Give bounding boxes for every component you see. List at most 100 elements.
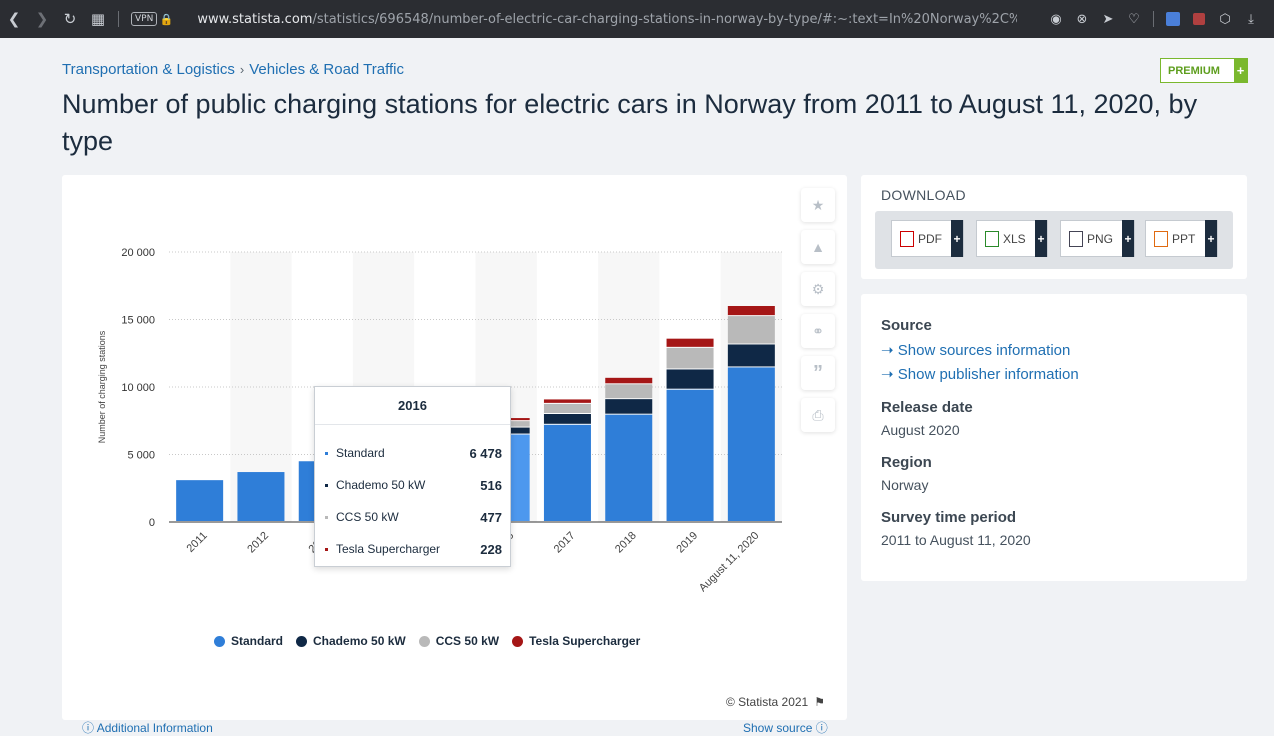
show-publisher-label: Show publisher information [897,366,1079,383]
print-icon[interactable]: ⎙ [801,398,835,432]
legend-marker [214,635,225,647]
chart-card: 0 5 000 10 000 15 000 20 000 Number of chargi… [62,175,847,735]
legend-item-chademo[interactable]: Chademo 50 kW [296,634,406,648]
show-publisher-link[interactable]: ➝ Show publisher information [881,365,1079,383]
region-heading: Region [881,454,932,471]
release-date-value: August 2020 [881,422,960,438]
legend-label: CCS 50 kW [435,634,500,648]
tooltip-row: CCS 50 kW 477 [325,507,502,527]
x-tick-label: 2012 [245,530,271,556]
y-tick-label: 15 000 [121,315,155,327]
show-sources-label: Show sources information [897,342,1071,359]
premium-button[interactable]: PREMIUM + [1160,58,1248,83]
bar-segment [543,424,591,521]
source-heading: Source [881,317,932,334]
y-axis-label: Number of charging stations [97,330,107,443]
tooltip-value: 516 [480,477,502,493]
legend-item-ccs[interactable]: CCS 50 kW [418,634,500,648]
plus-icon: + [1122,220,1134,257]
gear-icon[interactable]: ⚙ [801,272,835,306]
bar-segment [176,480,224,521]
favorite-star-icon[interactable]: ★ [801,188,835,222]
plus-icon: + [1035,220,1047,257]
download-pdf-button[interactable]: PDF + [891,220,964,257]
download-xls-button[interactable]: XLS + [976,220,1048,257]
tabs-grid-icon[interactable]: ▦ [90,11,106,28]
statistic-info-card: Source ➝ Show sources information ➝ Show… [861,294,1247,581]
premium-plus-icon: + [1234,59,1247,82]
extension-cube-icon[interactable] [1186,0,1212,38]
tooltip-row: Standard 6 478 [325,443,502,463]
quote-icon[interactable]: ” [801,356,835,390]
legend-item-tesla[interactable]: Tesla Supercharger [512,634,640,648]
legend-item-standard[interactable]: Standard [214,634,283,648]
copyright-notice: © Statista 2021 ⚑ [726,695,825,709]
reload-icon[interactable]: ↻ [63,11,77,28]
info-icon: ⓘ [812,721,828,735]
share-icon[interactable]: ⚭ [801,314,835,348]
download-card: DOWNLOAD PDF + XLS + PNG + PPT + [861,175,1247,279]
page-content: Transportation & Logistics › Vehicles & Ro… [0,38,1274,735]
page-title: Number of public charging stations for e… [62,89,1198,156]
tooltip-marker [325,483,328,487]
block-icon[interactable]: ⊗ [1076,11,1088,26]
download-icon[interactable]: ⤓ [1248,11,1254,26]
y-tick-label: 20 000 [121,247,155,259]
forward-icon[interactable]: ❯ [35,11,49,28]
bar-segment [543,399,591,403]
show-sources-link[interactable]: ➝ Show sources information [881,341,1070,359]
camera-icon[interactable]: ◉ [1050,11,1062,26]
tooltip-label: Standard [336,446,385,460]
bar-segment [666,389,714,521]
x-tick-label: August 11, 2020 [697,530,762,595]
back-icon[interactable]: ❮ [7,11,21,28]
bar-segment [727,367,775,521]
browser-toolbar: ❮ ❯ ↻ ▦ VPN 🔒 www.statista.com/statistic… [0,0,1274,38]
chart-canvas: 0 5 000 10 000 15 000 20 000 Number of chargi… [97,247,782,595]
lock-icon: 🔒 [159,13,174,26]
chart-tooltip: 2016 Standard 6 478 Chademo 50 kW 516 CC… [314,386,511,567]
bar-segment [543,403,591,413]
translate-icon[interactable] [1160,0,1186,38]
survey-period-value: 2011 to August 11, 2020 [881,532,1031,548]
bar-segment [605,399,653,414]
bar-segment [605,414,653,521]
show-source-link[interactable]: Show source ⓘ [743,719,828,736]
legend-label: Standard [231,634,284,648]
send-icon[interactable]: ➤ [1102,11,1114,26]
address-bar[interactable]: www.statista.com/statistics/696548/numbe… [197,12,1017,27]
download-png-button[interactable]: PNG + [1060,220,1135,257]
box-icon[interactable]: ⬡ [1219,11,1231,26]
vpn-badge[interactable]: VPN [131,12,158,26]
bar-segment [666,369,714,389]
bar-segment [605,377,653,384]
url-path: /statistics/696548/number-of-electric-ca… [312,11,1018,27]
tooltip-marker [325,547,328,551]
download-title: DOWNLOAD [881,187,966,203]
bar-segment [237,472,285,521]
bar-segment [543,414,591,424]
toolbar-divider [1153,11,1154,27]
tooltip-title: 2016 [315,387,510,425]
legend-marker [296,635,308,647]
breadcrumb-item-transportation[interactable]: Transportation & Logistics [62,61,235,78]
bar-segment [727,306,775,316]
x-tick-label: 2018 [613,530,639,556]
heart-icon[interactable]: ♡ [1128,11,1140,26]
flag-icon[interactable]: ⚑ [814,695,825,709]
tooltip-value: 477 [480,509,502,525]
tooltip-label: Tesla Supercharger [336,542,441,556]
download-ppt-button[interactable]: PPT + [1145,220,1218,257]
y-tick-label: 10 000 [121,382,155,394]
bell-icon[interactable]: ▲ [801,230,835,264]
tooltip-row: Tesla Supercharger 228 [325,539,502,559]
bar-segment [666,347,714,369]
info-icon: ⓘ [82,721,97,735]
legend-label: Tesla Supercharger [529,634,641,648]
download-png-label: PNG [1087,231,1114,246]
additional-information-link[interactable]: ⓘ Additional Information [82,719,213,736]
legend-marker [512,635,524,647]
breadcrumb-item-vehicles[interactable]: Vehicles & Road Traffic [249,61,405,78]
copyright-text: © Statista 2021 [726,695,809,709]
tooltip-label: CCS 50 kW [336,510,399,524]
